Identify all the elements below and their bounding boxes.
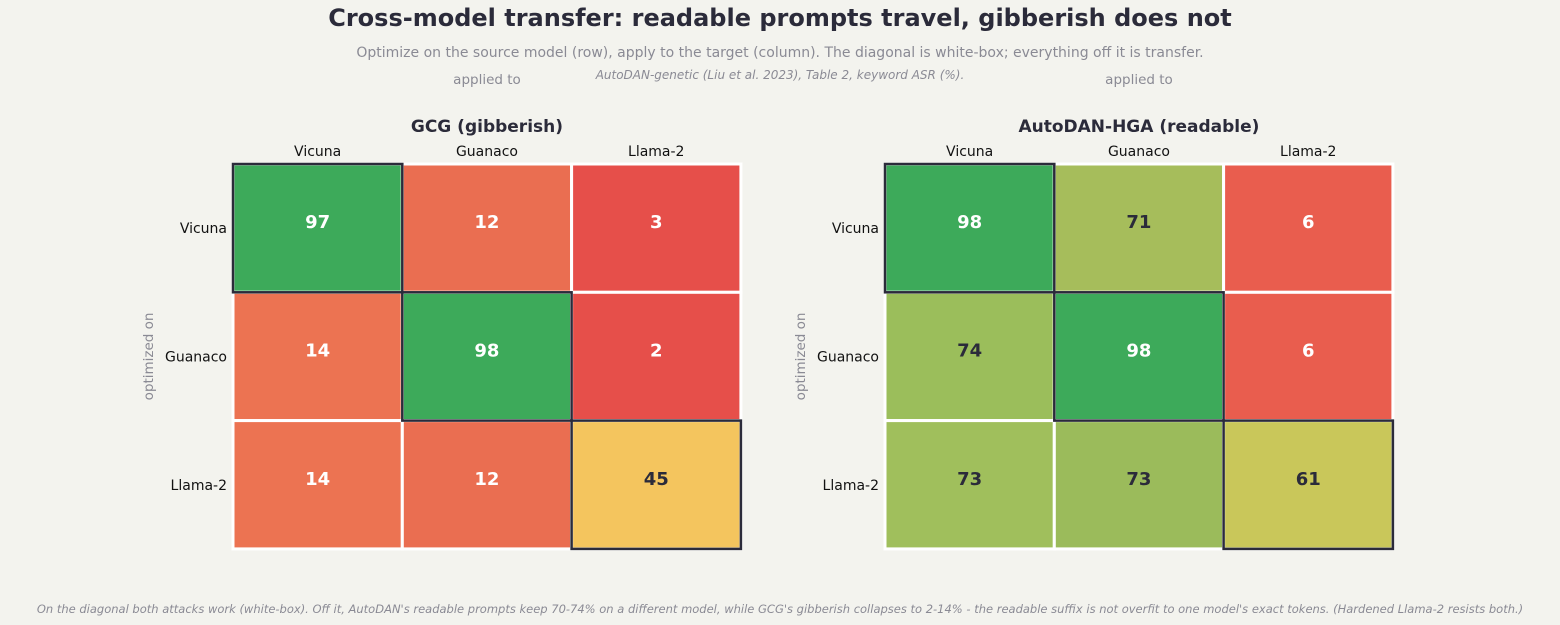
- x-axis-label-right: applied to: [1105, 72, 1173, 88]
- row-label: Guanaco: [817, 349, 879, 365]
- row-label: Llama-2: [823, 478, 879, 494]
- cell-value-label: 73: [957, 469, 982, 490]
- cell-value-label: 2: [650, 340, 663, 361]
- cell-value-label: 14: [305, 469, 330, 490]
- heatmap-cell: [231, 290, 404, 423]
- heatmap-cell: [883, 290, 1056, 423]
- heatmap-cell: [570, 290, 743, 423]
- heatmap-cell: [1222, 290, 1395, 423]
- column-label: Llama-2: [628, 144, 684, 160]
- chart-title-1: AutoDAN-HGA (readable): [1018, 117, 1259, 137]
- row-label: Guanaco: [165, 349, 227, 365]
- cell-value-label: 6: [1302, 340, 1315, 361]
- cell-value-label: 98: [474, 340, 499, 361]
- diagonal-highlight: [570, 419, 743, 551]
- page-subtitle: Optimize on the source model (row), appl…: [356, 45, 1204, 61]
- footer-note: On the diagonal both attacks work (white…: [36, 602, 1524, 616]
- cell-value-label: 98: [957, 212, 982, 233]
- heatmap-cell: [1052, 419, 1226, 551]
- heatmap-cell: [400, 419, 574, 551]
- y-axis-label: optimized on: [141, 313, 157, 401]
- heatmap-cell: [1222, 162, 1395, 294]
- x-axis-label-left: applied to: [453, 72, 521, 88]
- column-label: Vicuna: [946, 144, 993, 160]
- cell-value-label: 6: [1302, 212, 1315, 233]
- chart-title-0: GCG (gibberish): [411, 117, 563, 137]
- cell-value-label: 3: [650, 212, 663, 233]
- y-axis-label: optimized on: [793, 313, 809, 401]
- cell-value-label: 73: [1126, 469, 1151, 490]
- cell-value-label: 98: [1126, 340, 1151, 361]
- cell-value-label: 97: [305, 212, 330, 233]
- row-label: Llama-2: [171, 478, 227, 494]
- source-note: AutoDAN-genetic (Liu et al. 2023), Table…: [595, 68, 965, 82]
- diagonal-highlight: [1053, 291, 1225, 422]
- heatmap-cell: [883, 419, 1056, 551]
- row-label: Vicuna: [180, 221, 227, 237]
- row-label: Vicuna: [832, 221, 879, 237]
- cell-value-label: 14: [305, 340, 330, 361]
- cell-value-label: 12: [474, 469, 499, 490]
- diagonal-highlight: [883, 162, 1056, 294]
- cell-value-label: 45: [644, 469, 669, 490]
- cell-value-label: 74: [957, 340, 982, 361]
- page-title: Cross-model transfer: readable prompts t…: [328, 4, 1232, 32]
- diagonal-highlight: [1222, 419, 1395, 551]
- heatmap-cell: [1052, 290, 1226, 423]
- column-label: Vicuna: [294, 144, 341, 160]
- column-label: Llama-2: [1280, 144, 1336, 160]
- column-label: Guanaco: [456, 144, 518, 160]
- diagonal-highlight: [401, 291, 573, 422]
- column-label: Guanaco: [1108, 144, 1170, 160]
- heatmap-cell: [1222, 419, 1395, 551]
- diagonal-highlight: [231, 162, 404, 294]
- heatmap-cell: [570, 419, 743, 551]
- heatmap-cell: [570, 162, 743, 294]
- cell-value-label: 12: [474, 212, 499, 233]
- heatmap-cell: [231, 419, 404, 551]
- cell-value-label: 71: [1126, 212, 1151, 233]
- cell-value-label: 61: [1296, 469, 1321, 490]
